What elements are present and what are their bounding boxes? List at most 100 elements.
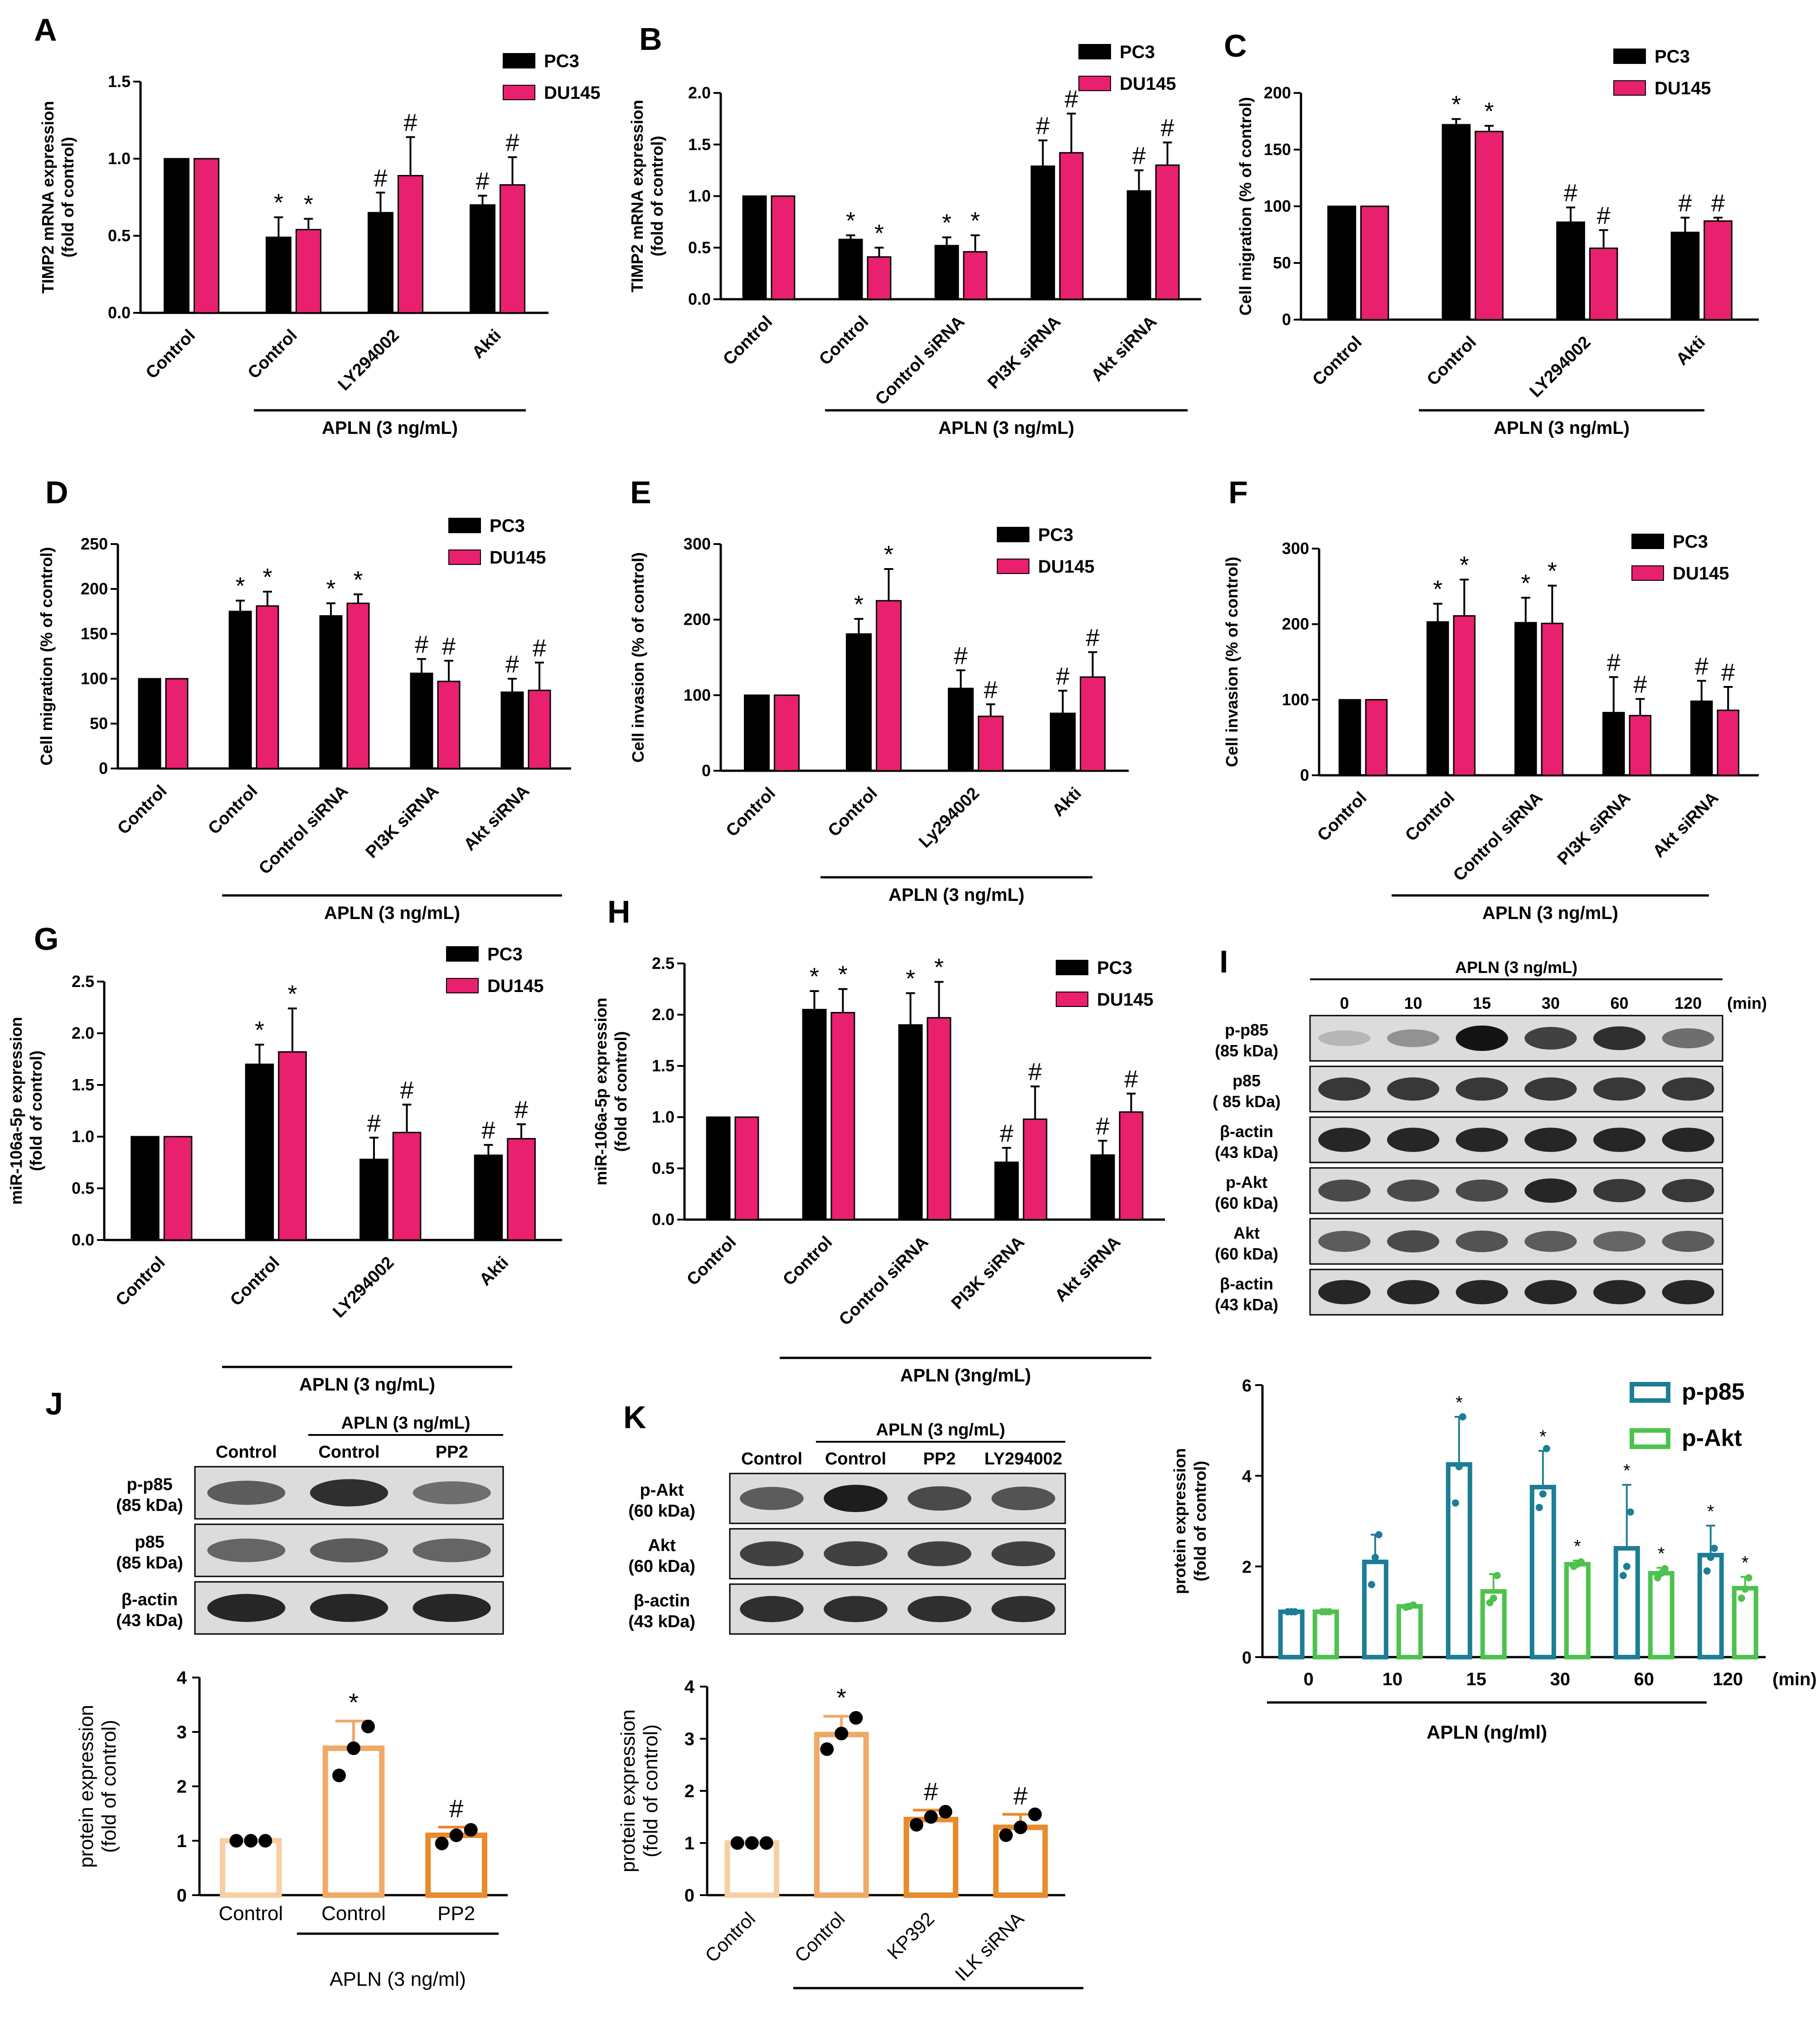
significance-mark: * (906, 965, 915, 992)
x-tick-label: KP392 (883, 1908, 938, 1963)
blot-band (1456, 1230, 1508, 1252)
bar (1278, 1610, 1305, 1659)
bar (437, 681, 461, 769)
y-axis-label: protein expression (75, 1705, 97, 1868)
significance-mark: # (505, 651, 519, 678)
lane-label: Control (216, 1443, 277, 1462)
blot-row-label: (60 kDa) (1215, 1245, 1278, 1263)
blot-i: 0 10 15 30 60 120 (min) APLN (3 ng/mL) p-p85 (85 … (1213, 958, 1767, 1316)
y-tick-label: 1.0 (688, 187, 711, 205)
y-tick-label: 1.5 (108, 72, 131, 91)
data-point (1014, 1820, 1028, 1834)
blot-row-label: (60 kDa) (628, 1557, 695, 1576)
y-tick-label: 0.5 (108, 226, 131, 245)
bar (1446, 1462, 1472, 1659)
significance-mark: * (934, 954, 944, 981)
blot-row-label: β-actin (1220, 1274, 1273, 1293)
y-tick-label: 1.0 (108, 149, 131, 168)
bar (1717, 710, 1740, 776)
x-tick-label: 15 (1466, 1669, 1487, 1689)
data-point (1703, 1567, 1711, 1575)
data-point (1539, 1490, 1547, 1498)
legend-swatch (448, 550, 481, 565)
bar (802, 1009, 827, 1221)
y-axis-label: Cell migration (% of control) (37, 547, 56, 766)
data-point (1291, 1608, 1299, 1615)
significance-mark: * (1460, 551, 1469, 579)
blot-band (824, 1541, 888, 1566)
bar (1030, 165, 1055, 300)
treatment-label: APLN (3 ng/mL) (341, 1414, 471, 1433)
blot-row-label: p85 (135, 1533, 164, 1552)
significance-mark: * (854, 591, 864, 618)
blot-row-label: (85 kDa) (1215, 1041, 1278, 1060)
x-tick-label: Control siRNA (1450, 788, 1546, 885)
significance-mark: # (954, 642, 967, 669)
blot-band (1662, 1280, 1714, 1304)
bar (322, 1746, 385, 1898)
significance-mark: # (1695, 653, 1708, 680)
blot-band (1524, 1128, 1577, 1152)
bar (771, 195, 796, 300)
panel-b: B 0.0 0.5 1.0 1.5 2.0 TIMP2 mRNA expression (fo… (628, 21, 1201, 438)
y-tick-label: 250 (81, 535, 108, 553)
y-tick-label: 0 (1300, 766, 1309, 784)
blot-band (1662, 1028, 1714, 1048)
significance-mark: # (1132, 142, 1146, 170)
blot-band (413, 1481, 491, 1504)
y-tick-label: 0.5 (652, 1159, 675, 1177)
significance-mark: # (1096, 1113, 1110, 1140)
y-tick-label: 2 (1242, 1558, 1252, 1577)
legend-swatch (446, 978, 479, 993)
y-tick-label: 0 (702, 761, 711, 780)
significance-mark: * (810, 963, 819, 990)
blot-band (1387, 1179, 1440, 1202)
data-point (759, 1836, 773, 1850)
y-axis-label: (fold of control) (1191, 1461, 1209, 1581)
significance-mark: * (326, 575, 335, 603)
blot-row-label: (43 kDa) (1215, 1143, 1278, 1162)
data-point (1543, 1445, 1550, 1452)
blot-k: Control Control PP2 LY294002 APLN (3 ng/mL) p… (628, 1420, 1066, 1635)
blot-band (740, 1541, 804, 1566)
unit-label: (min) (1772, 1669, 1817, 1689)
x-tick-label: Control (815, 312, 872, 369)
data-point (332, 1769, 346, 1782)
group-label: APLN (3 ng/mL) (888, 885, 1024, 905)
significance-mark: * (1521, 569, 1530, 597)
data-point (229, 1834, 243, 1848)
bar (220, 1838, 282, 1898)
data-point (909, 1818, 923, 1832)
significance-mark: * (971, 207, 980, 234)
y-tick-label: 3 (177, 1722, 187, 1742)
y-tick-label: 0.0 (108, 303, 131, 322)
data-point (1375, 1531, 1383, 1538)
data-point (849, 1711, 863, 1725)
bar (359, 1158, 388, 1241)
x-tick-label: 0 (1304, 1669, 1314, 1689)
blot-band (1318, 1230, 1371, 1252)
y-tick-label: 1.5 (72, 1075, 94, 1094)
data-point (1409, 1601, 1417, 1609)
blot-band (824, 1596, 888, 1622)
data-point (435, 1837, 449, 1850)
panel-label: G (34, 921, 58, 957)
bar (830, 1012, 855, 1221)
significance-mark: # (1711, 190, 1725, 217)
bar (1697, 1553, 1724, 1659)
panel-label: E (630, 475, 651, 510)
y-tick-label: 3 (684, 1729, 694, 1749)
bar (1564, 1562, 1591, 1659)
x-tick-label: Control (1309, 333, 1365, 389)
blot-band (1387, 1077, 1440, 1101)
significance-mark: * (884, 541, 893, 568)
y-tick-label: 0.0 (688, 290, 711, 308)
y-axis-label: (fold of control) (58, 137, 77, 258)
legend-label: DU145 (1120, 74, 1176, 94)
blot-band (1593, 1231, 1646, 1252)
y-tick-label: 50 (90, 714, 108, 733)
bar (846, 633, 872, 772)
treatment-label: APLN (3 ng/mL) (1455, 958, 1577, 977)
data-point (1623, 1563, 1631, 1570)
